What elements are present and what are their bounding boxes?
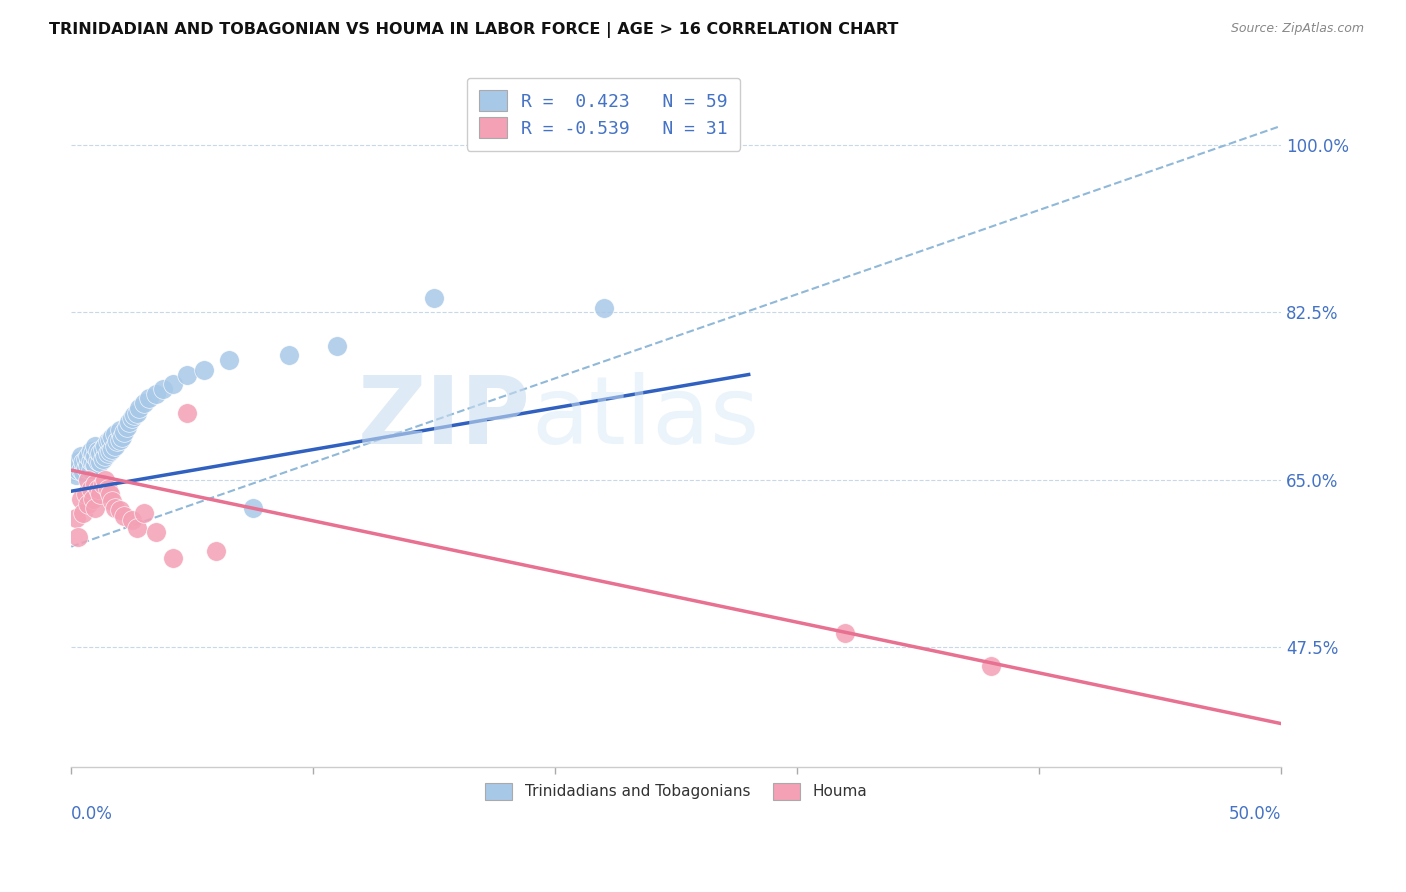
Point: [128, 401, 150, 415]
Point: [834, 625, 856, 640]
Text: 0.0%: 0.0%: [72, 805, 112, 823]
Point: [278, 348, 301, 362]
Text: TRINIDADIAN AND TOBAGONIAN VS HOUMA IN LABOR FORCE | AGE > 16 CORRELATION CHART: TRINIDADIAN AND TOBAGONIAN VS HOUMA IN L…: [49, 22, 898, 38]
Point: [152, 382, 174, 396]
Point: [138, 392, 160, 406]
Point: [87, 453, 110, 467]
Point: [592, 301, 614, 315]
Point: [77, 497, 100, 511]
Point: [115, 420, 138, 434]
Point: [67, 453, 90, 467]
Point: [101, 430, 124, 444]
Point: [65, 467, 87, 482]
Point: [77, 449, 100, 463]
Point: [132, 396, 155, 410]
Point: [132, 506, 155, 520]
Point: [114, 425, 136, 439]
Point: [193, 363, 215, 377]
Point: [91, 477, 114, 491]
Point: [67, 463, 90, 477]
Point: [87, 444, 110, 458]
Point: [104, 426, 127, 441]
Point: [65, 511, 87, 525]
Point: [94, 473, 117, 487]
Point: [121, 410, 143, 425]
Point: [84, 458, 107, 473]
Point: [114, 509, 136, 524]
Point: [104, 501, 127, 516]
Point: [84, 449, 107, 463]
Point: [125, 520, 148, 534]
Text: atlas: atlas: [531, 372, 759, 464]
Point: [67, 530, 90, 544]
Point: [84, 477, 107, 491]
Point: [84, 501, 107, 516]
Point: [326, 339, 349, 353]
Point: [101, 442, 124, 456]
Point: [79, 463, 101, 477]
Point: [89, 446, 111, 460]
Text: Source: ZipAtlas.com: Source: ZipAtlas.com: [1230, 22, 1364, 36]
Point: [104, 439, 127, 453]
Point: [162, 551, 184, 566]
Point: [79, 444, 101, 458]
Point: [122, 408, 145, 422]
Point: [96, 434, 118, 449]
Point: [423, 291, 446, 305]
Point: [79, 483, 101, 497]
Point: [98, 487, 121, 501]
Point: [89, 455, 111, 469]
Point: [218, 353, 240, 368]
Point: [79, 453, 101, 467]
Point: [75, 451, 97, 466]
Point: [75, 487, 97, 501]
Point: [75, 461, 97, 475]
Point: [101, 493, 124, 508]
Point: [84, 439, 107, 453]
Point: [98, 433, 121, 447]
Text: ZIP: ZIP: [359, 372, 531, 464]
Point: [91, 451, 114, 466]
Point: [82, 491, 104, 506]
Point: [89, 487, 111, 501]
Point: [145, 386, 167, 401]
Point: [242, 501, 264, 516]
Point: [87, 483, 110, 497]
Point: [980, 659, 1002, 673]
Point: [82, 455, 104, 469]
Point: [145, 525, 167, 540]
Point: [108, 433, 131, 447]
Point: [82, 446, 104, 460]
Point: [105, 434, 128, 449]
Point: [108, 423, 131, 437]
Point: [162, 377, 184, 392]
Point: [111, 430, 134, 444]
Point: [96, 446, 118, 460]
Point: [94, 449, 117, 463]
Point: [98, 444, 121, 458]
Point: [176, 406, 198, 420]
Point: [176, 368, 198, 382]
Point: [70, 449, 93, 463]
Legend: Trinidadians and Tobagonians, Houma: Trinidadians and Tobagonians, Houma: [477, 775, 875, 808]
Point: [94, 439, 117, 453]
Point: [121, 513, 143, 527]
Point: [72, 506, 94, 520]
Point: [72, 465, 94, 479]
Point: [72, 455, 94, 469]
Point: [205, 544, 228, 558]
Point: [108, 503, 131, 517]
Point: [77, 458, 100, 473]
Point: [91, 442, 114, 456]
Point: [77, 473, 100, 487]
Point: [70, 463, 93, 477]
Point: [96, 483, 118, 497]
Point: [70, 491, 93, 506]
Point: [118, 415, 141, 429]
Point: [125, 406, 148, 420]
Text: 50.0%: 50.0%: [1229, 805, 1281, 823]
